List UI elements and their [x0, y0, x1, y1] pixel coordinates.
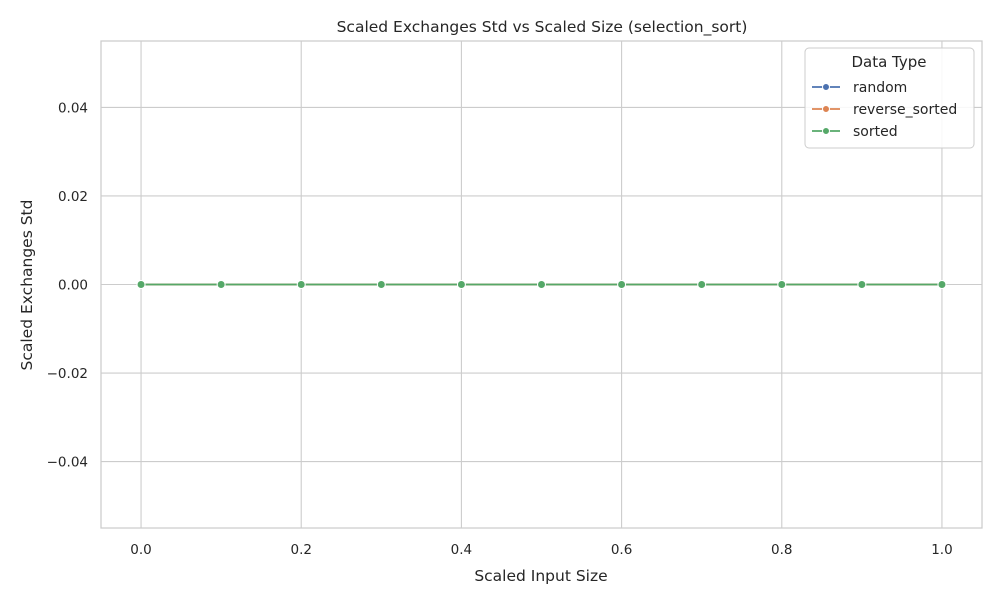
legend-marker [822, 127, 830, 135]
plot-area-frame [100, 40, 983, 529]
data-point [777, 280, 787, 289]
data-point [216, 280, 226, 289]
x-tick-label: 0.4 [451, 542, 472, 558]
legend-item: random [812, 80, 907, 96]
data-point [857, 280, 867, 289]
x-tick-label: 0.0 [130, 542, 151, 558]
x-axis-label: Scaled Input Size [474, 567, 607, 585]
legend-item: sorted [812, 124, 898, 140]
y-tick-label: 0.04 [58, 100, 88, 116]
data-point [136, 280, 146, 289]
x-tick-label: 0.2 [290, 542, 311, 558]
y-axis-ticks: −0.04 −0.02 0.00 0.02 0.04 [47, 100, 88, 470]
legend-marker [822, 83, 830, 91]
data-point [376, 280, 386, 289]
x-tick-label: 1.0 [931, 542, 952, 558]
data-point [537, 280, 546, 289]
data-point [697, 280, 707, 289]
y-axis-label: Scaled Exchanges Std [18, 200, 36, 371]
data-point [296, 280, 306, 289]
series-sorted [136, 280, 947, 289]
x-tick-label: 0.6 [611, 542, 632, 558]
x-axis-ticks: 0.0 0.2 0.4 0.6 0.8 1.0 [130, 542, 952, 558]
x-tick-label: 0.8 [771, 542, 792, 558]
data-point [617, 280, 627, 289]
y-tick-label: −0.02 [47, 366, 88, 382]
data-point [937, 280, 947, 289]
legend-label: reverse_sorted [853, 102, 957, 118]
legend-title: Data Type [851, 53, 926, 71]
legend-marker [822, 105, 830, 113]
data-point [456, 280, 466, 289]
y-tick-label: 0.02 [58, 189, 88, 205]
y-tick-label: 0.00 [58, 278, 88, 294]
chart-title: Scaled Exchanges Std vs Scaled Size (sel… [337, 18, 748, 37]
legend-item: reverse_sorted [812, 102, 957, 118]
legend-label: random [853, 80, 907, 96]
series-group [136, 280, 947, 289]
y-tick-label: −0.04 [47, 455, 88, 471]
legend-label: sorted [853, 124, 898, 140]
legend-frame [804, 47, 975, 149]
